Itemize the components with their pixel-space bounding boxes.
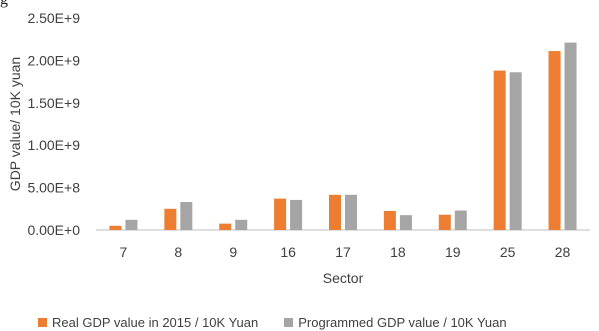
- bar-programmed-sector-9: [235, 219, 248, 230]
- bar-programmed-sector-18: [399, 215, 412, 230]
- bar-real-sector-18: [383, 210, 396, 230]
- x-tick-label: 7: [120, 244, 128, 260]
- bar-programmed-sector-28: [564, 42, 577, 231]
- bar-real-sector-16: [274, 198, 287, 230]
- bar-real-sector-25: [493, 70, 506, 231]
- bar-real-sector-19: [438, 214, 451, 230]
- x-tick-label: 8: [174, 244, 182, 260]
- bar-programmed-sector-17: [345, 194, 357, 230]
- y-tick-label: 2.00E+9: [27, 52, 80, 68]
- bar-programmed-sector-25: [509, 72, 522, 230]
- legend-item-real: Real GDP value in 2015 / 10K Yuan: [38, 315, 258, 330]
- bar-real-sector-8: [164, 208, 177, 230]
- x-tick-label: 19: [445, 244, 461, 260]
- legend-swatch-real: [38, 318, 47, 327]
- chart-title-partial: g: [0, 0, 8, 9]
- x-tick-label: 28: [555, 244, 571, 260]
- y-tick-label: 1.50E+9: [27, 95, 80, 111]
- legend-swatch-programmed: [284, 318, 294, 327]
- bar-real-sector-28: [548, 51, 561, 231]
- bar-programmed-sector-16: [290, 199, 303, 230]
- legend: Real GDP value in 2015 / 10K Yuan Progra…: [38, 315, 507, 330]
- y-tick-label: 5.00E+8: [27, 180, 80, 196]
- bar-real-sector-17: [329, 194, 341, 230]
- x-tick-label: 16: [280, 244, 296, 260]
- x-tick-label: 9: [229, 244, 237, 260]
- bar-real-sector-9: [219, 223, 232, 230]
- legend-label-programmed: Programmed GDP value / 10K Yuan: [298, 315, 507, 330]
- bar-programmed-sector-7: [125, 219, 138, 230]
- x-axis-title: Sector: [323, 270, 364, 286]
- y-tick-label: 2.50E+9: [27, 10, 80, 26]
- x-tick-label: 18: [390, 244, 406, 260]
- legend-label-real: Real GDP value in 2015 / 10K Yuan: [52, 315, 259, 330]
- y-axis-title: GDP value/ 10K yuan: [7, 57, 23, 191]
- x-tick-label: 17: [335, 244, 351, 260]
- bar-programmed-sector-8: [180, 202, 193, 230]
- bar-programmed-sector-19: [454, 210, 467, 230]
- bar-real-sector-7: [109, 225, 122, 230]
- x-tick-label: 25: [500, 244, 516, 260]
- y-tick-label: 1.00E+9: [27, 137, 80, 153]
- y-tick-label: 0.00E+0: [27, 222, 80, 238]
- legend-item-programmed: Programmed GDP value / 10K Yuan: [284, 315, 507, 330]
